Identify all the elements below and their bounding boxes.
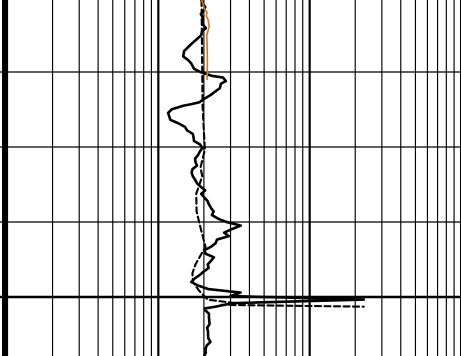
series-layer xyxy=(166,0,366,356)
orange-series-line xyxy=(200,0,211,81)
solid-series-line xyxy=(166,0,366,356)
dashed-series-line xyxy=(191,0,365,308)
